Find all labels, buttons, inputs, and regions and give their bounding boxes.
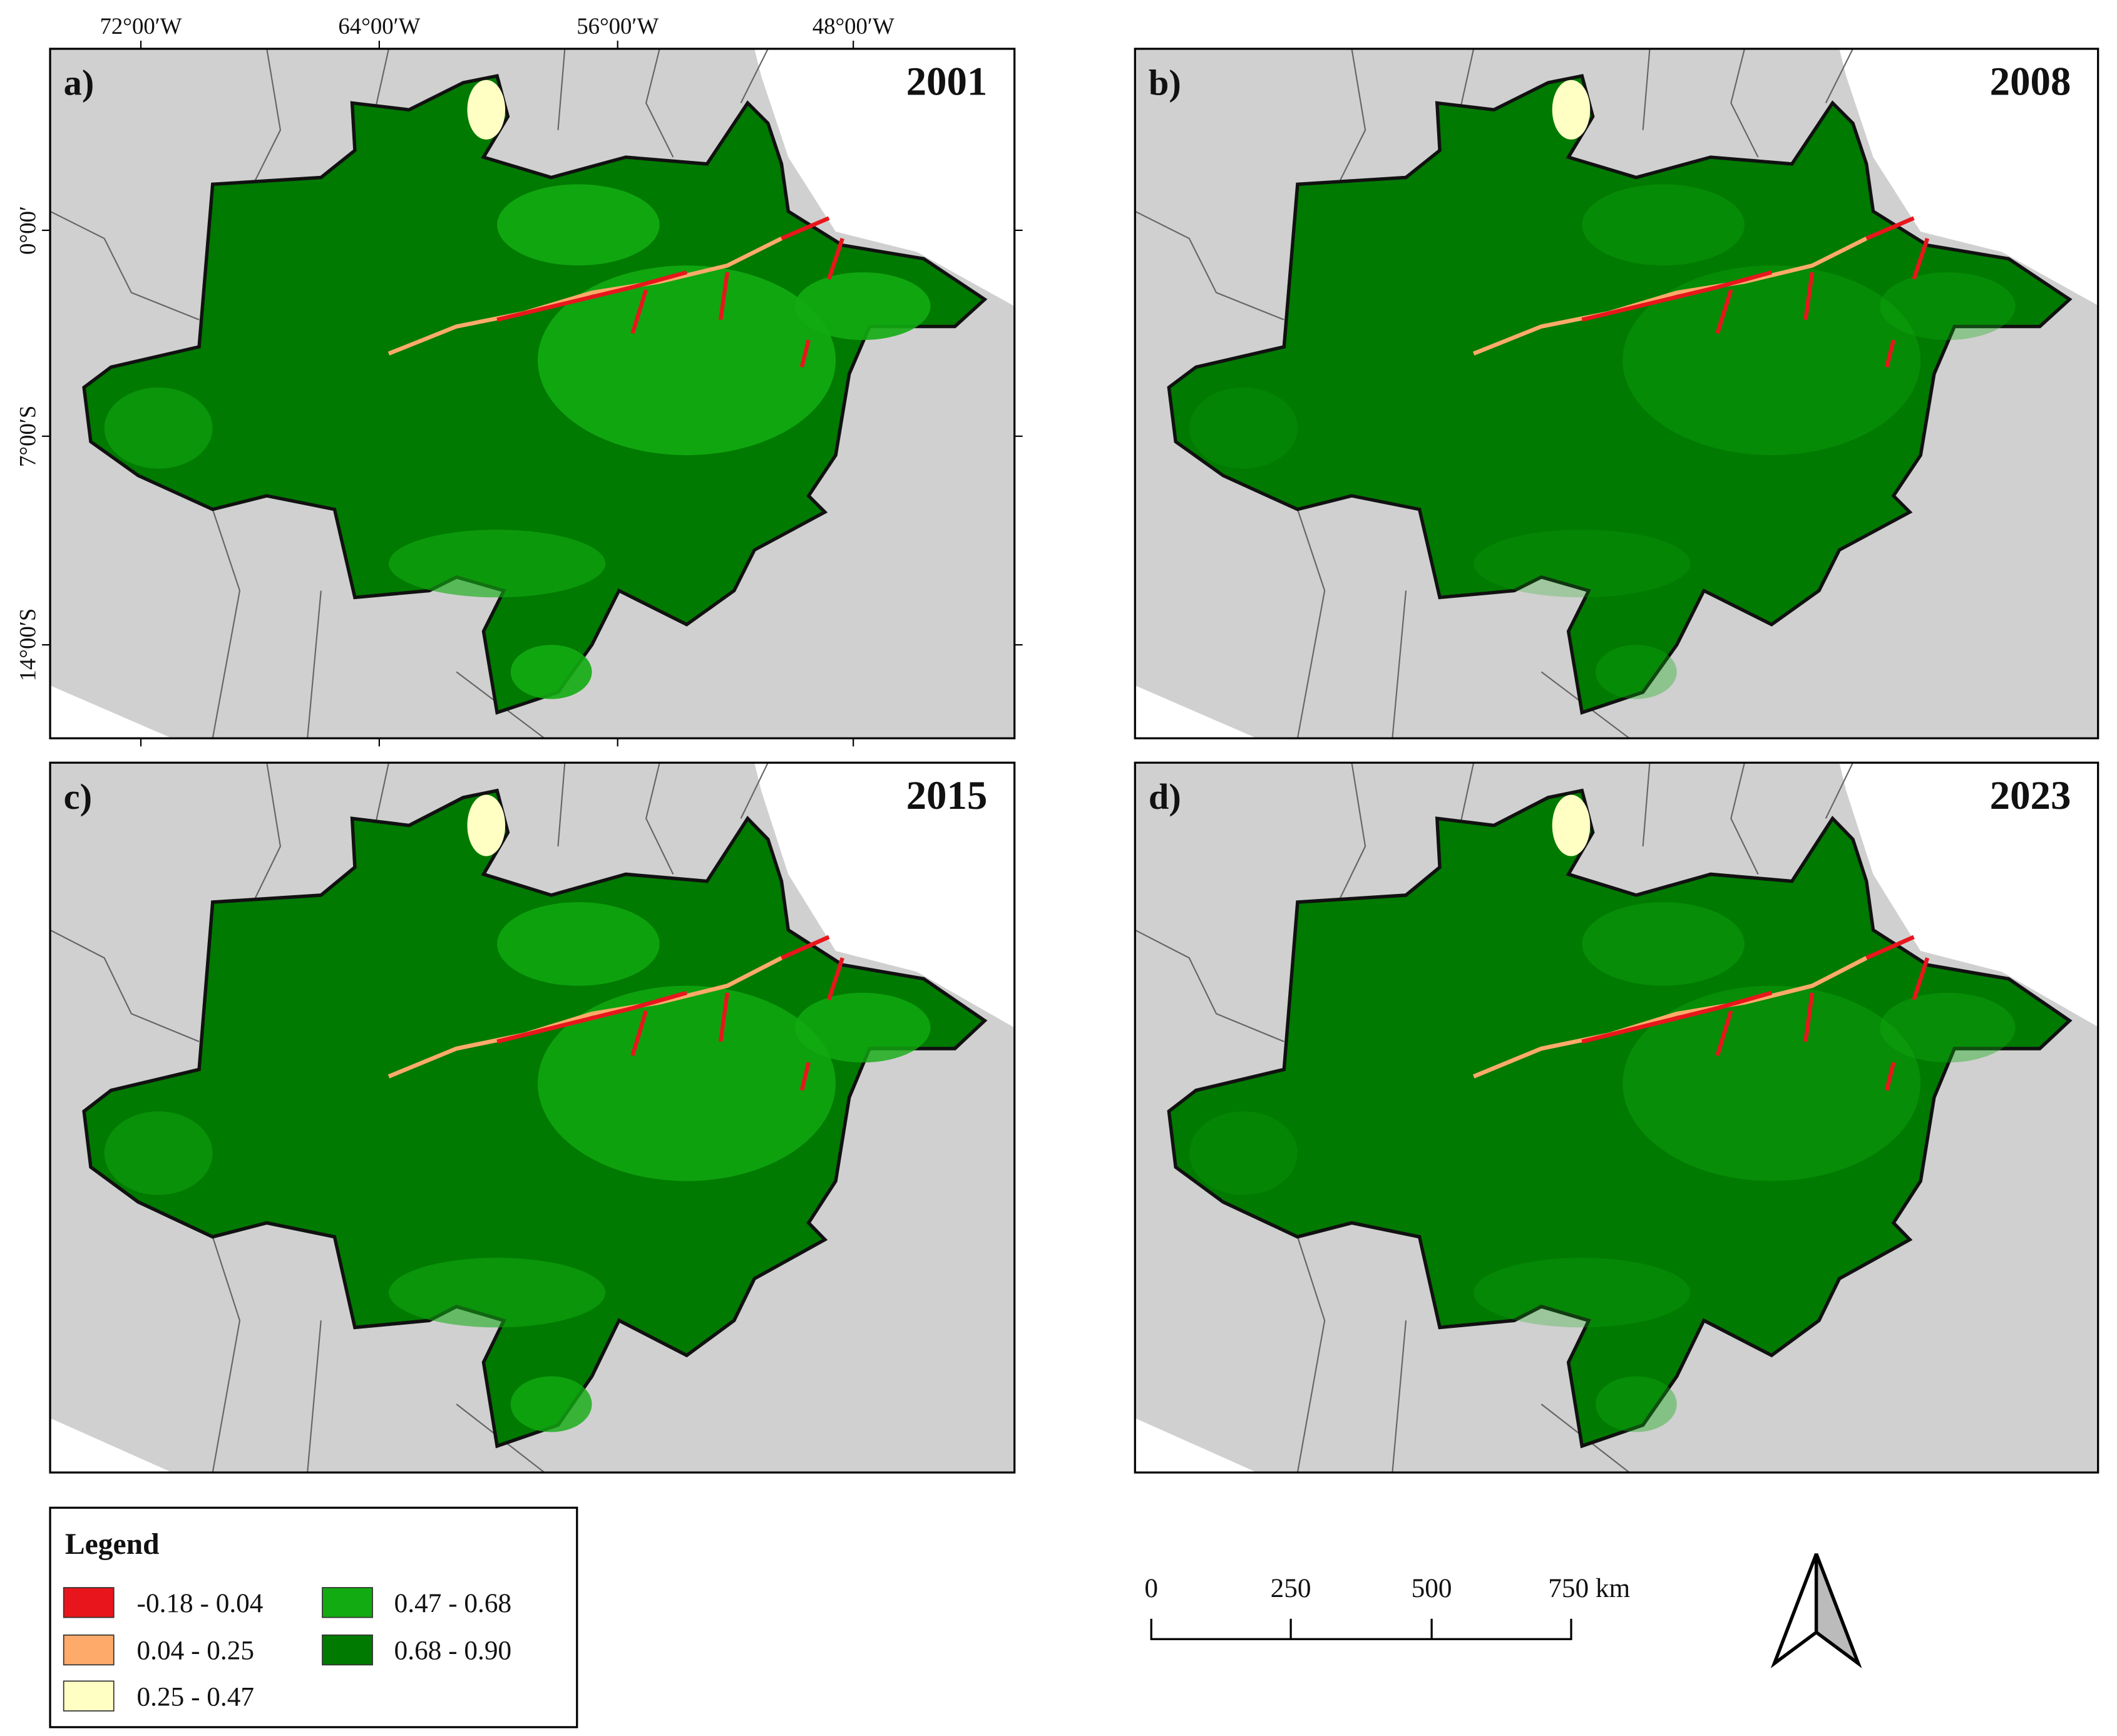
ocean (1839, 48, 2098, 306)
vegetation-patch (510, 645, 592, 699)
longitude-label: 64°00′W (338, 13, 420, 39)
vegetation-patch (1474, 530, 1691, 598)
vegetation-patch (795, 272, 931, 341)
savanna-patch (467, 80, 506, 140)
ocean (1135, 1418, 1257, 1473)
vegetation-patch (510, 1376, 592, 1432)
vegetation-patch (795, 992, 931, 1063)
longitude-label: 48°00′W (812, 13, 894, 39)
latitude-label: 0°00′ (14, 206, 40, 255)
vegetation-patch (389, 530, 606, 598)
river (387, 956, 782, 1079)
river (1581, 935, 1930, 1091)
legend-label: 0.68 - 0.90 (394, 1636, 511, 1666)
map-panel: d) 2023 (1134, 761, 2099, 1474)
savanna-patch (1552, 794, 1591, 856)
vegetation-patch (104, 387, 213, 469)
legend-swatch (63, 1587, 115, 1618)
vegetation-patch (538, 985, 836, 1181)
savanna-patch (1552, 80, 1591, 140)
vegetation-patch (1189, 387, 1298, 469)
legend-label: 0.47 - 0.68 (394, 1588, 511, 1618)
latitude-label: 14°00′S (14, 609, 40, 682)
legend-label: 0.04 - 0.25 (137, 1636, 254, 1666)
vegetation-patch (1582, 902, 1745, 986)
river (1472, 956, 1868, 1079)
vegetation-patch (538, 265, 836, 456)
coordinate-labels: 72°00′W 64°00′W 56°00′W 48°00′W 0°00′ 7°00′S 1… (14, 13, 1023, 747)
amazon-region (1167, 788, 2073, 1449)
ocean (1135, 685, 1257, 739)
vegetation-patch (1622, 265, 1921, 456)
panel-frame (1134, 761, 2099, 1474)
map-panels: a) 2001 b) 2008 c) 2015 d) 2023 (49, 48, 2099, 1474)
panel-label: c) (64, 776, 92, 817)
vegetation-patch (104, 1111, 213, 1195)
vegetation-patch (1880, 992, 2016, 1063)
river (387, 236, 782, 356)
legend-title: Legend (65, 1528, 160, 1561)
vegetation-patch (1474, 1258, 1691, 1328)
legend-label: -0.18 - 0.04 (137, 1588, 264, 1618)
vegetation-patch (1595, 1376, 1677, 1432)
scale-label: 750 km (1548, 1573, 1630, 1603)
panel-frame (49, 761, 1016, 1474)
longitude-label: 56°00′W (577, 13, 659, 39)
ocean (754, 763, 1015, 1028)
map-content (50, 48, 1015, 739)
amazon-region (82, 74, 988, 715)
legend: Legend -0.18 - 0.04 0.04 - 0.25 0.25 - 0.4… (49, 1506, 578, 1728)
panel-year: 2015 (906, 773, 988, 818)
scale-bar: 0 250 500 750 km (1144, 1573, 1630, 1640)
scale-label: 250 (1271, 1573, 1311, 1603)
legend-swatch (322, 1587, 373, 1618)
map-panel: c) 2015 (49, 761, 1016, 1474)
vegetation-patch (1189, 1111, 1298, 1195)
river (1472, 236, 1868, 356)
river (1581, 216, 1930, 368)
panel-year: 2023 (1990, 773, 2071, 818)
panel-label: d) (1149, 776, 1181, 817)
latitude-label: 7°00′S (14, 406, 40, 467)
amazon-region (1167, 74, 2073, 715)
scale-label: 500 (1412, 1573, 1452, 1603)
vegetation-patch (1595, 645, 1677, 699)
map-content (1135, 48, 2098, 739)
legend-label: 0.25 - 0.47 (137, 1682, 254, 1712)
panel-year: 2008 (1990, 59, 2071, 105)
vegetation-patch (497, 902, 660, 986)
panel-frame (1134, 48, 2099, 739)
map-content (50, 763, 1015, 1473)
map-panel: a) 2001 (49, 48, 1016, 739)
legend-swatch (63, 1634, 115, 1666)
panel-label: b) (1149, 63, 1181, 103)
panel-label: a) (64, 63, 95, 103)
legend-swatch (322, 1634, 373, 1666)
river (496, 935, 844, 1091)
amazon-region (82, 788, 988, 1449)
panel-frame (49, 48, 1016, 739)
north-arrow (1770, 1553, 1862, 1668)
ocean (1839, 763, 2098, 1027)
legend-box (49, 1506, 578, 1728)
savanna-patch (467, 794, 506, 856)
longitude-label: 72°00′W (100, 13, 182, 39)
legend-swatch (63, 1680, 115, 1712)
ocean (50, 685, 172, 739)
vegetation-patch (1582, 184, 1745, 266)
scale-label: 0 (1144, 1573, 1158, 1603)
scale-line (1150, 1618, 1572, 1640)
map-content (1135, 763, 2098, 1473)
map-panel: b) 2008 (1134, 48, 2099, 739)
vegetation-patch (389, 1258, 606, 1328)
north-arrow-right (1814, 1553, 1862, 1668)
vegetation-patch (1622, 985, 1921, 1181)
vegetation-patch (497, 184, 660, 266)
ocean (754, 48, 1015, 307)
panel-year: 2001 (906, 59, 988, 105)
vegetation-patch (1880, 272, 2016, 341)
river (496, 216, 844, 368)
